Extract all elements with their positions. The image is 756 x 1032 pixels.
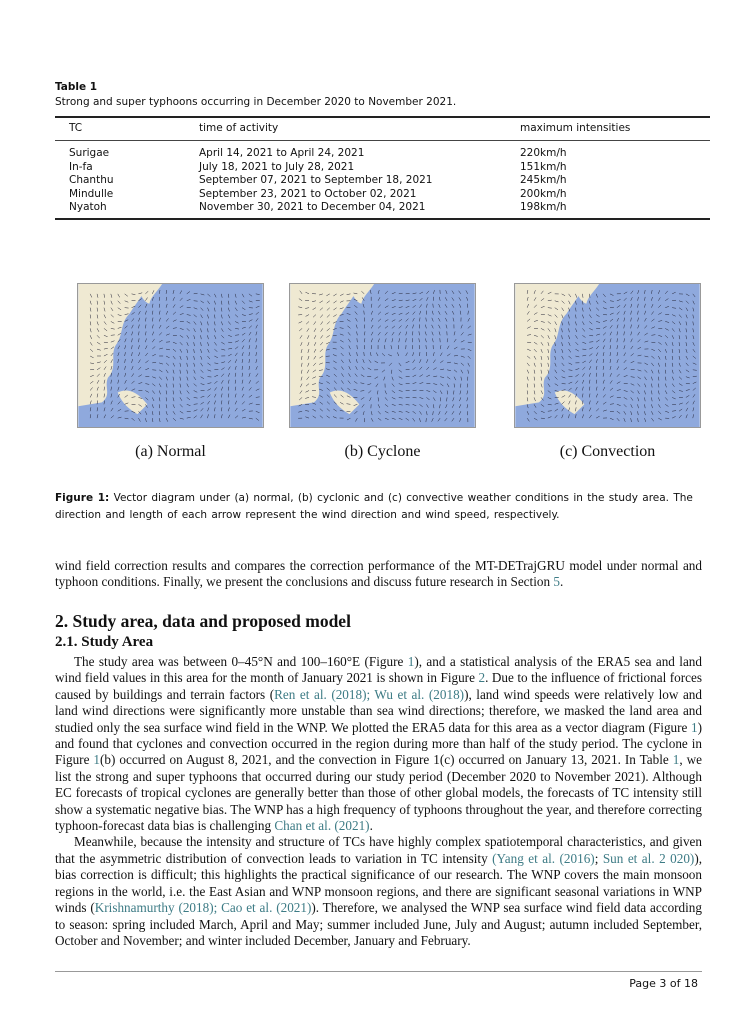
paragraph: The study area was between 0–45°N and 10… xyxy=(55,654,702,834)
subsection-heading: 2.1. Study Area xyxy=(55,634,154,650)
text-segment: ) and found that cyclones and convection… xyxy=(55,719,702,768)
max-intensity: 220km/h xyxy=(520,147,567,159)
figure-caption: Figure 1: Vector diagram under (a) norma… xyxy=(55,490,705,524)
text-segment: ; xyxy=(594,850,603,866)
tc-name: In-fa xyxy=(69,160,93,173)
citation-link[interactable]: Ren et al. (2018); Wu et al. (2018) xyxy=(274,686,465,702)
text-segment: ), bias correction is difficult; this hi… xyxy=(55,850,703,916)
citation-link[interactable]: 1 xyxy=(407,654,415,669)
time-of-activity: April 14, 2021 to April 24, 2021 xyxy=(199,147,365,159)
text-segment: , we list the strong and super typhoons … xyxy=(55,752,702,834)
text-segment: Meanwhile, because the intensity and str… xyxy=(55,834,702,866)
text-segment: . xyxy=(559,574,564,590)
table-caption: Strong and super typhoons occurring in D… xyxy=(55,96,457,108)
max-intensity: 151km/h xyxy=(520,160,567,173)
figure-caption-text: Vector diagram under (a) normal, (b) cyc… xyxy=(55,492,693,521)
text-segment: . Due to the influence of frictional for… xyxy=(55,670,703,702)
time-of-activity: July 18, 2021 to July 28, 2021 xyxy=(199,160,355,173)
time-of-activity: September 23, 2021 to October 02, 2021 xyxy=(199,187,417,200)
paragraph: Meanwhile, because the intensity and str… xyxy=(55,834,702,949)
text-segment: The study area was between 0–45°N and 10… xyxy=(74,654,408,669)
panel-label: (a) Normal xyxy=(135,443,206,460)
study-area-text: The study area was between 0–45°N and 10… xyxy=(55,654,702,949)
table-row: Chanthu September 07, 2021 to September 1… xyxy=(55,174,710,188)
table-header-row: TC time of activity maximum intensities xyxy=(55,117,710,141)
citation-link[interactable]: 5 xyxy=(553,574,560,590)
text-segment: ), land wind speeds were relatively low … xyxy=(55,686,702,735)
tc-name: Nyatoh xyxy=(69,201,107,214)
wind-vector-map xyxy=(289,283,476,428)
header-time: time of activity xyxy=(199,122,279,134)
header-intensity: maximum intensities xyxy=(520,122,631,134)
land-mask xyxy=(515,284,585,407)
table-row: Nyatoh November 30, 2021 to December 04, … xyxy=(55,201,710,219)
figure-label: Figure 1: xyxy=(55,492,110,504)
time-of-activity: November 30, 2021 to December 04, 2021 xyxy=(199,201,426,214)
footer-divider xyxy=(55,971,702,972)
text-segment: ). Therefore, we analysed the WNP sea su… xyxy=(55,900,702,948)
time-of-activity: September 07, 2021 to September 18, 2021 xyxy=(199,174,433,187)
max-intensity: 198km/h xyxy=(520,201,567,214)
citation-link[interactable]: 1 xyxy=(691,719,698,735)
intro-paragraph: wind field correction results and compar… xyxy=(55,558,702,591)
max-intensity: 245km/h xyxy=(520,174,567,187)
page-number: Page 3 of 18 xyxy=(629,977,698,990)
header-tc: TC xyxy=(69,122,83,134)
panel-label: (c) Convection xyxy=(559,443,656,460)
panel-label: (b) Cyclone xyxy=(344,443,421,460)
max-intensity: 200km/h xyxy=(520,187,567,200)
text-segment: . xyxy=(369,818,373,834)
land-mask xyxy=(290,284,360,407)
citation-link[interactable]: Chan et al. (2021) xyxy=(274,818,370,834)
text-segment: ), and a statistical analysis of the ERA… xyxy=(55,654,702,686)
citation-link[interactable]: Sun et al. 2 020) xyxy=(602,850,695,866)
land-mask xyxy=(78,284,148,407)
tc-name: Chanthu xyxy=(69,174,114,187)
citation-link[interactable]: (Yang et al. (2016) xyxy=(492,850,595,866)
table-row: Mindulle September 23, 2021 to October 02… xyxy=(55,188,710,202)
tc-name: Surigae xyxy=(69,147,110,159)
table-title: Table 1 xyxy=(55,81,98,93)
table-row: In-fa July 18, 2021 to July 28, 2021 151km… xyxy=(55,161,710,175)
section-heading: 2. Study area, data and proposed model xyxy=(55,611,351,631)
citation-link[interactable]: 1 xyxy=(93,752,101,768)
citation-link[interactable]: 2 xyxy=(478,670,486,686)
wind-vector-map xyxy=(77,283,264,428)
tc-name: Mindulle xyxy=(69,187,114,200)
citation-link[interactable]: Krishnamurthy (2018); Cao et al. (2021) xyxy=(94,900,312,916)
citation-link[interactable]: 1 xyxy=(672,752,680,768)
text-segment: (b) occurred on August 8, 2021, and the … xyxy=(100,752,673,768)
wind-vector-map xyxy=(514,283,701,428)
typhoon-table: TC time of activity maximum intensities … xyxy=(55,116,710,220)
table-row: Surigae April 14, 2021 to April 24, 2021 2… xyxy=(55,141,710,161)
text-segment: wind field correction results and compar… xyxy=(55,558,702,590)
